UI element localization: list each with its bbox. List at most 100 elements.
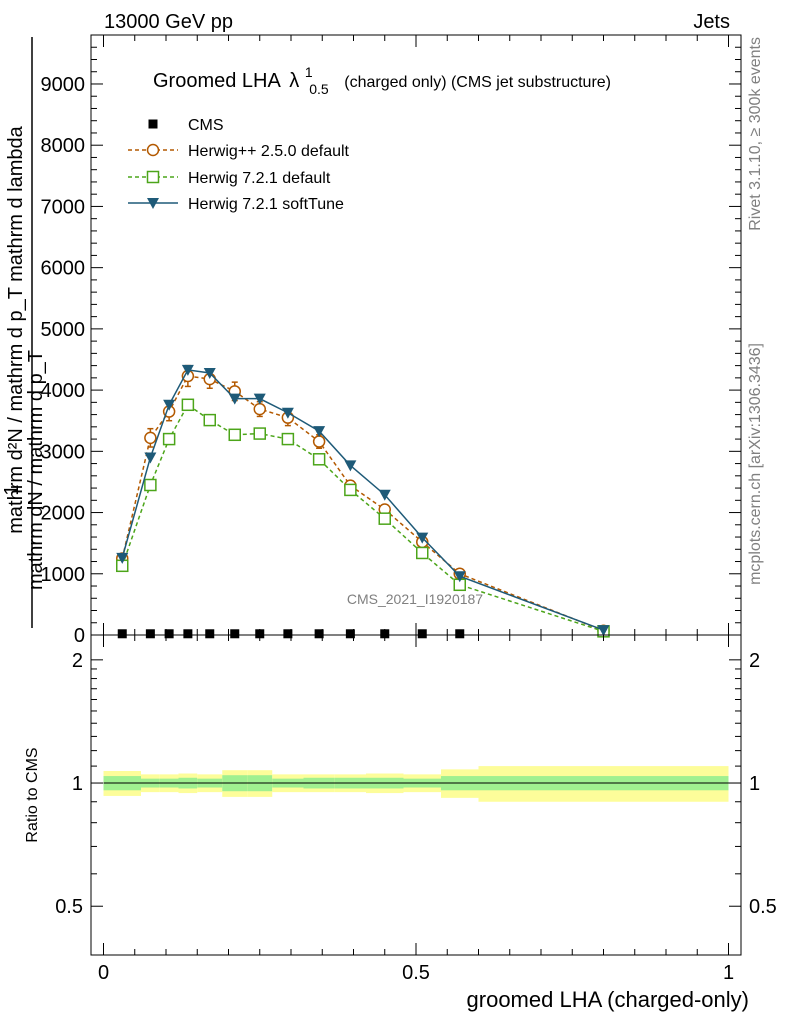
data-point (181, 398, 195, 412)
rivet-version-label: Rivet 3.1.10, ≥ 300k events (747, 37, 764, 231)
data-point (255, 629, 265, 639)
series-2 (116, 398, 610, 638)
legend-entry-0: CMS (148, 117, 224, 134)
data-point (144, 431, 157, 445)
legend-entry-1: Herwig++ 2.5.0 default (128, 143, 350, 160)
data-point (455, 629, 465, 639)
data-point (313, 426, 326, 438)
legend-label: Herwig 7.2.1 softTune (188, 196, 344, 213)
data-point (183, 629, 193, 639)
legend-entry-2: Herwig 7.2.1 default (128, 170, 331, 187)
series-0 (117, 629, 465, 639)
legend-marker (146, 143, 160, 157)
ratio-y-tick-label: 2 (72, 650, 83, 672)
data-point (312, 435, 326, 448)
data-point (228, 428, 241, 442)
data-point (144, 478, 157, 492)
legend-label: CMS (188, 117, 224, 134)
data-point (253, 393, 266, 405)
data-point (281, 407, 294, 419)
series-line (121, 369, 604, 631)
data-point (380, 629, 390, 639)
data-point (344, 460, 357, 472)
ratio-panel: 0.5 0.51 12 2 0 0.5 1 Ratio to CMS groomed LH… (24, 634, 777, 1012)
data-point (378, 512, 391, 525)
data-point (144, 452, 157, 464)
main-y-tick-label: 7000 (41, 196, 86, 218)
data-point (228, 393, 241, 405)
data-point (312, 453, 326, 466)
data-point (253, 402, 266, 416)
ratio-y-axis-label: Ratio to CMS (24, 747, 41, 842)
chart-title-lambda: λ (289, 70, 299, 92)
x-tick-labels: 0 0.5 1 (98, 962, 734, 984)
main-y-tick-labels: 0 1000 2000 3000 4000 5000 6000 7000 8000 9000 (41, 74, 86, 647)
main-y-tick-label: 0 (74, 625, 85, 647)
main-y-tick-label: 1000 (41, 564, 86, 586)
data-point (416, 546, 429, 560)
data-point (145, 629, 155, 639)
data-point (164, 629, 174, 639)
series-3 (116, 364, 610, 637)
chart-title-text: Groomed LHA (153, 70, 281, 92)
data-point (116, 552, 129, 564)
y-axis-label-numerator: mathrm d²N / mathrm d p_T mathrm d lambd… (5, 125, 27, 533)
ratio-uncertainty-bands (103, 766, 729, 802)
legend-marker (148, 119, 158, 129)
data-point (417, 629, 427, 639)
legend-entry-3: Herwig 7.2.1 softTune (128, 196, 344, 213)
ratio-y-tick-label: 0.5 (55, 896, 83, 918)
data-point (597, 625, 610, 637)
data-point (283, 629, 293, 639)
data-point (117, 629, 127, 639)
x-tick-label: 0 (98, 962, 109, 984)
x-tick-label: 0.5 (402, 962, 430, 984)
main-y-tick-label: 3000 (41, 441, 86, 463)
ratio-axis-ticks (91, 635, 741, 955)
data-point (345, 629, 355, 639)
chart-title-subscript: 0.5 (309, 81, 329, 97)
x-axis-label: groomed LHA (charged-only) (467, 987, 749, 1012)
legend-marker (147, 198, 159, 209)
legend-label: Herwig++ 2.5.0 default (188, 143, 350, 160)
legend-label: Herwig 7.2.1 default (188, 170, 331, 187)
chart-title-superscript: 1 (305, 64, 313, 80)
data-point (344, 483, 357, 497)
analysis-id-label: CMS_2021_I1920187 (347, 591, 483, 607)
data-point (230, 629, 240, 639)
ratio-y-tick-labels: 0.5 0.5 1 1 2 2 (55, 650, 777, 918)
data-point (378, 489, 391, 501)
chart-title-suffix: (charged only) (CMS jet substructure) (344, 74, 611, 91)
main-y-tick-label: 5000 (41, 319, 86, 341)
data-point (181, 364, 194, 376)
ratio-y-tick-label-right: 1 (749, 773, 760, 795)
data-point (163, 399, 176, 411)
chart-title: Groomed LHA λ 1 0.5 (charged only) (CMS … (153, 60, 611, 99)
data-point (281, 432, 295, 446)
legend: CMS Herwig++ 2.5.0 default Herwig 7.2.1 de… (128, 117, 350, 213)
ratio-y-tick-label-right: 2 (749, 650, 760, 672)
data-point (162, 432, 176, 446)
y-axis-label-denominator: mathrm dN / mathrm d p_T (25, 350, 47, 590)
y-axis-label: mathrm d²N / mathrm d p_T mathrm d lambd… (1, 37, 47, 628)
y-axis-label-prefactor: 1 (1, 484, 23, 495)
data-point (453, 571, 466, 583)
series-layer (116, 364, 610, 639)
series-line (121, 375, 604, 632)
data-point (416, 532, 429, 544)
main-y-tick-label: 9000 (41, 74, 86, 96)
data-point (203, 413, 216, 427)
ratio-y-tick-label-right: 0.5 (749, 896, 777, 918)
main-y-tick-label: 6000 (41, 258, 86, 280)
main-y-tick-label: 8000 (41, 135, 86, 157)
header-category: Jets (693, 11, 730, 33)
mcplots-citation-label: mcplots.cern.ch [arXiv:1306.3436] (747, 343, 764, 585)
main-y-tick-label: 4000 (41, 380, 86, 402)
data-point (205, 629, 215, 639)
main-y-tick-label: 2000 (41, 503, 86, 525)
data-point (203, 367, 216, 379)
header-collision: 13000 GeV pp (104, 11, 233, 33)
main-panel: 0 1000 2000 3000 4000 5000 6000 7000 8000 9000 Gr… (41, 34, 742, 647)
legend-marker (146, 170, 160, 184)
